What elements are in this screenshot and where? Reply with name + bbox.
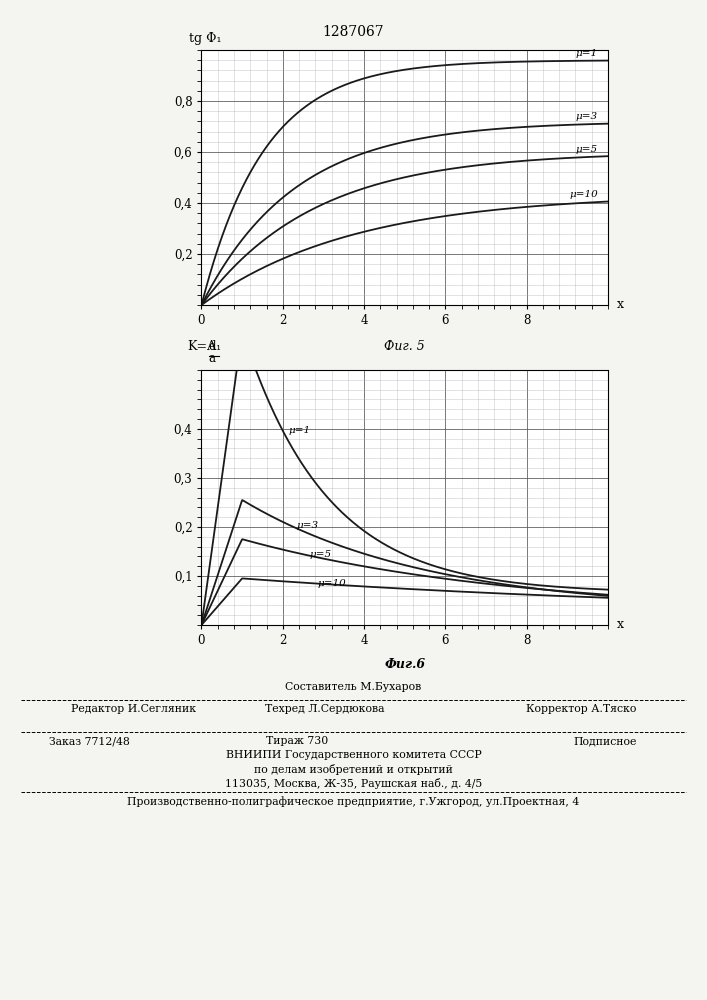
Text: Тираж 730: Тираж 730 [266,736,328,746]
Text: μ=10: μ=10 [569,190,598,199]
Text: μ=1: μ=1 [575,49,598,58]
Text: x: x [617,618,624,632]
Text: μ=1: μ=1 [289,426,311,435]
Text: μ=5: μ=5 [309,550,332,559]
Text: по делам изобретений и открытий: по делам изобретений и открытий [254,764,453,775]
Text: x: x [617,298,624,312]
Text: tg Φ₁: tg Φ₁ [189,32,222,45]
Text: Заказ 7712/48: Заказ 7712/48 [49,736,130,746]
Text: Корректор А.Тяско: Корректор А.Тяско [526,704,636,714]
Text: μ=5: μ=5 [575,145,598,154]
Text: μ=3: μ=3 [575,112,598,121]
Text: Редактор И.Сегляник: Редактор И.Сегляник [71,704,196,714]
Text: μ=10: μ=10 [317,579,346,588]
Text: Производственно-полиграфическое предприятие, г.Ужгород, ул.Проектная, 4: Производственно-полиграфическое предприя… [127,796,580,807]
Text: ВНИИПИ Государственного комитета СССР: ВНИИПИ Государственного комитета СССР [226,750,481,760]
Text: μ=3: μ=3 [297,521,319,530]
Text: Подписное: Подписное [573,736,636,746]
Text: Фиг.6: Фиг.6 [384,658,426,671]
Text: Составитель М.Бухаров: Составитель М.Бухаров [286,682,421,692]
Text: Фиг. 5: Фиг. 5 [385,340,425,353]
Text: d: d [209,340,216,353]
Text: 1287067: 1287067 [322,25,385,39]
Text: 113035, Москва, Ж-35, Раушская наб., д. 4/5: 113035, Москва, Ж-35, Раушская наб., д. … [225,778,482,789]
Text: K=A₁: K=A₁ [187,340,221,353]
Text: a: a [209,352,216,365]
Text: Техред Л.Сердюкова: Техред Л.Сердюкова [265,704,385,714]
